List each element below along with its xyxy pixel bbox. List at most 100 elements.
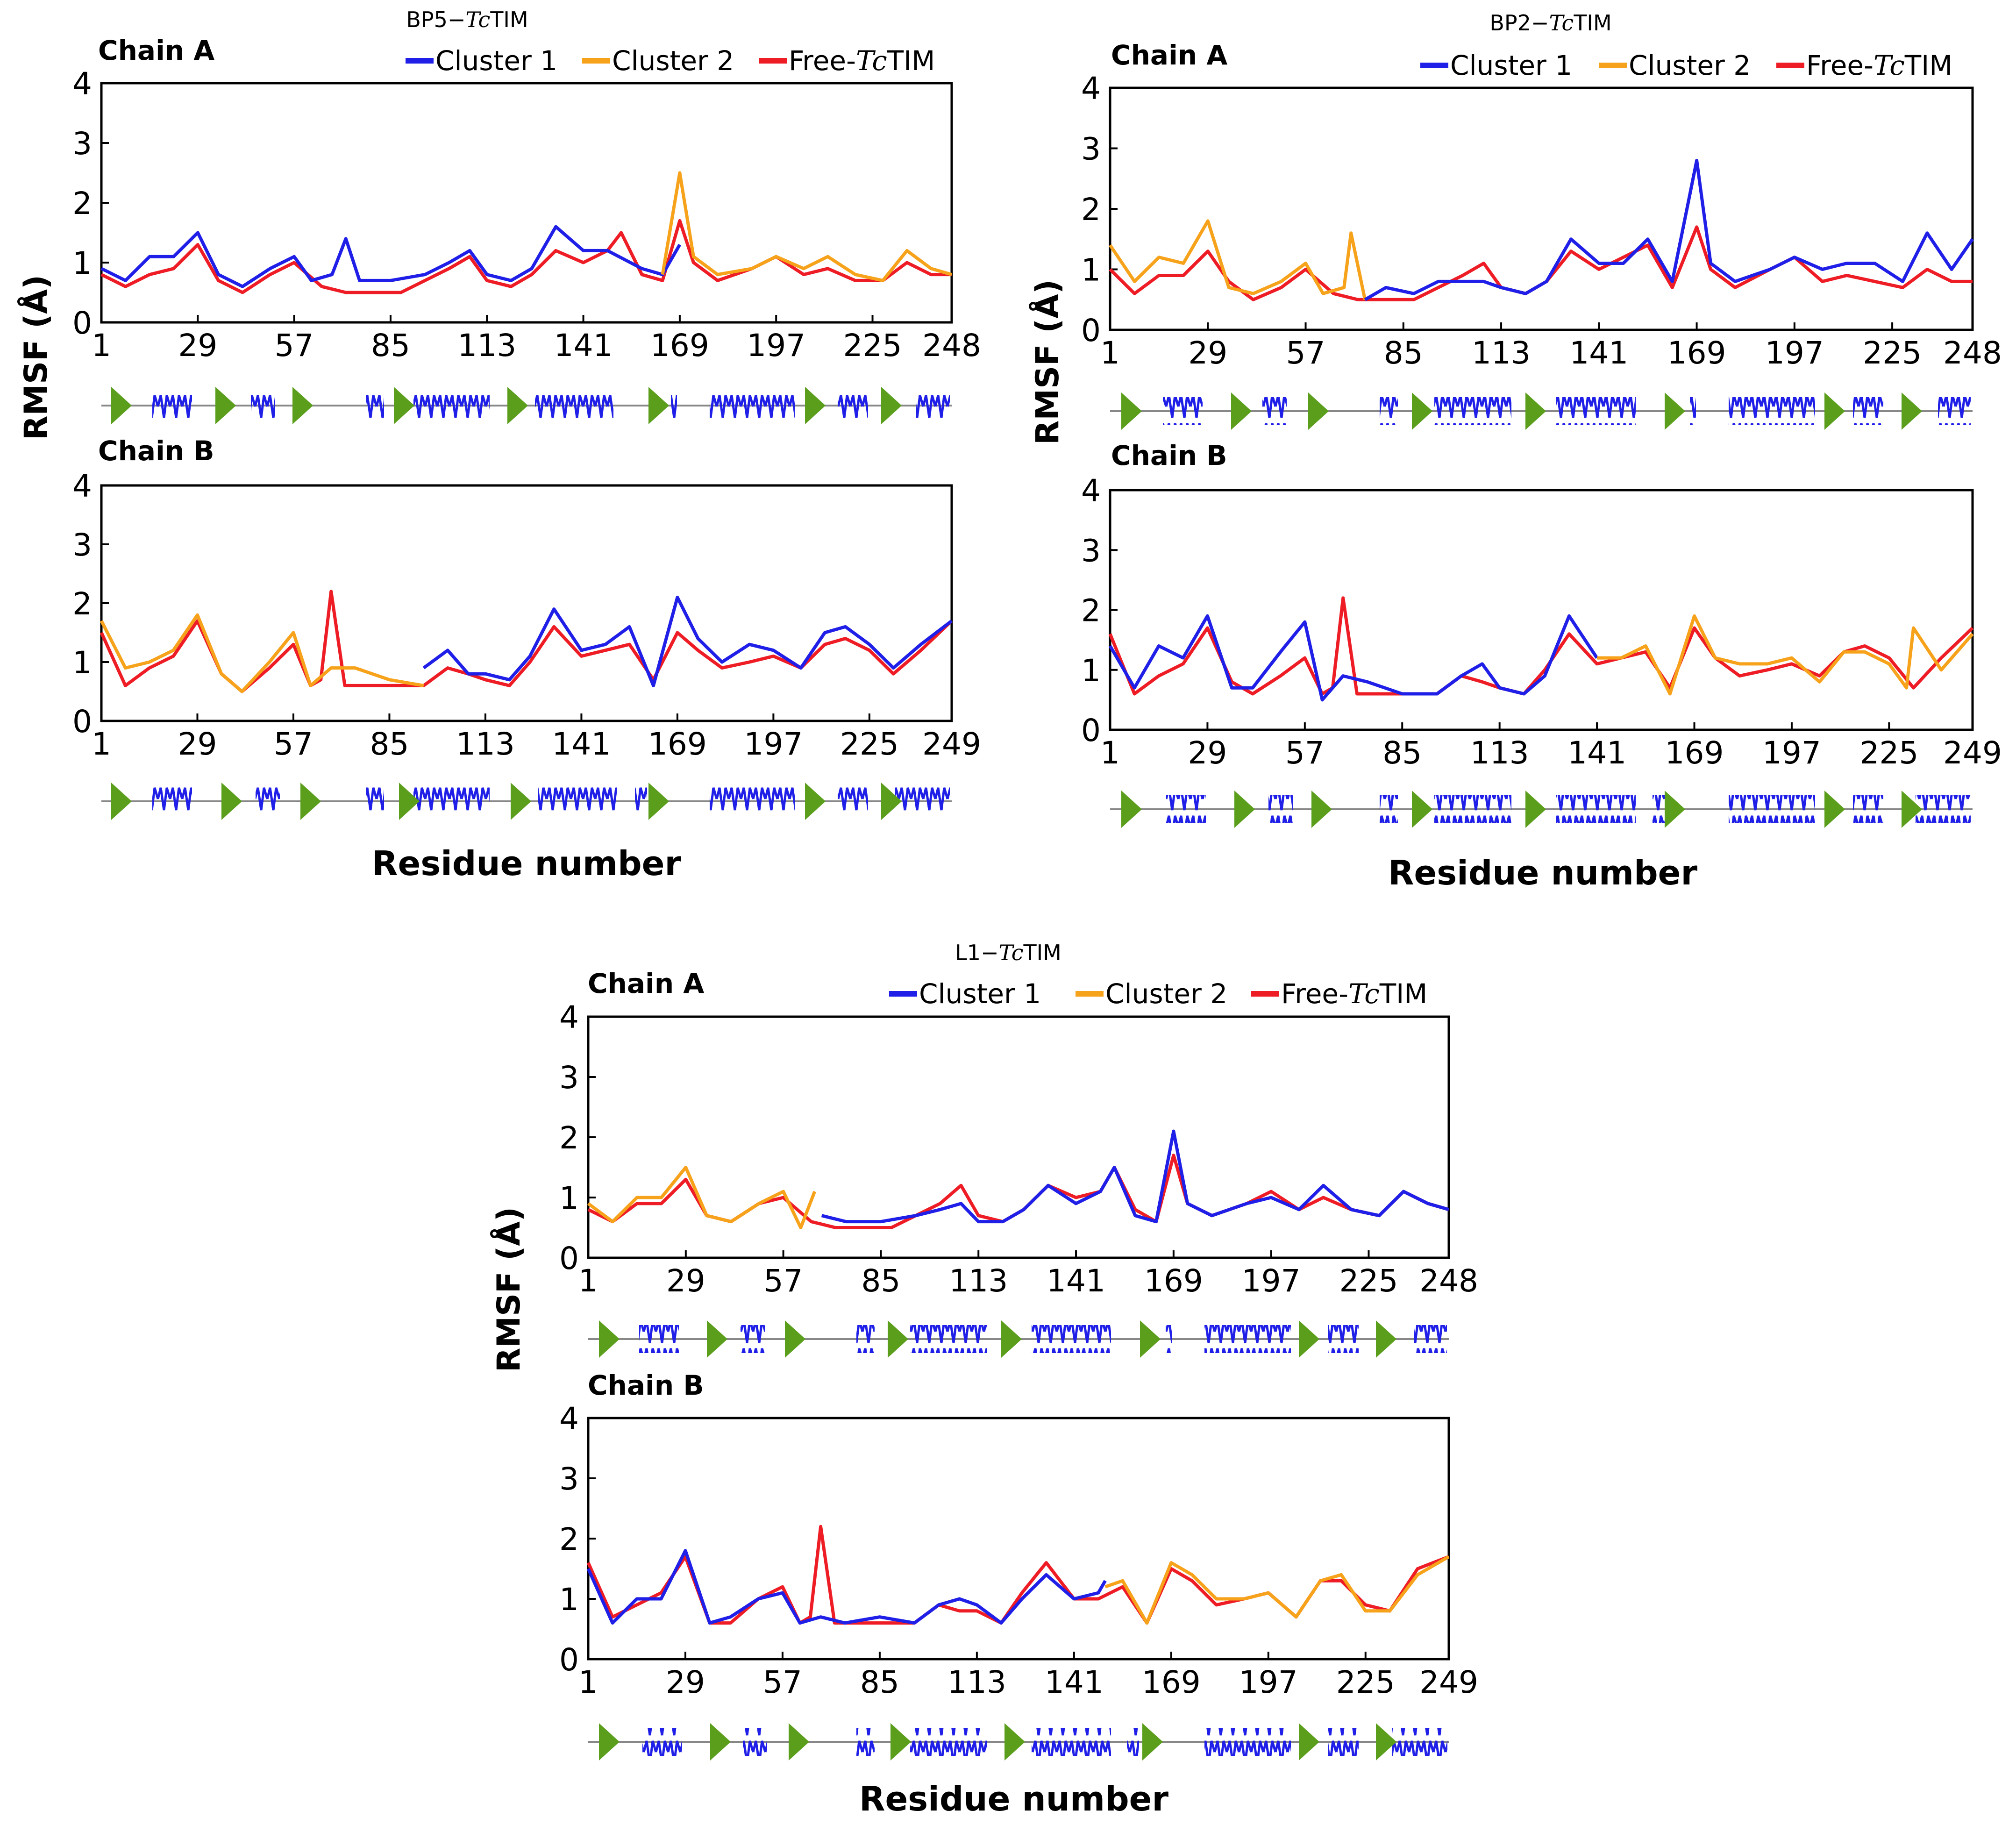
series-line-cluster-2 xyxy=(661,171,952,282)
y-tick-label: 3 xyxy=(1081,131,1101,167)
y-tick-label: 2 xyxy=(1081,593,1101,629)
x-tick-label: 1 xyxy=(578,1664,598,1700)
secondary-structure-b xyxy=(101,783,952,820)
y-tick-label: 2 xyxy=(72,586,92,622)
secondary-structure-b xyxy=(1110,791,1973,828)
x-tick-label: 57 xyxy=(275,328,314,364)
series-line-cluster-1 xyxy=(422,595,953,687)
x-tick-label: 85 xyxy=(860,1664,899,1700)
x-tick-label: 57 xyxy=(1285,735,1325,771)
y-tick-label: 2 xyxy=(72,185,92,221)
figure-bp2: BP2−TcTIM Cluster 1 Cluster 2 Free-TcTIM… xyxy=(1029,10,2002,892)
x-tick-label: 85 xyxy=(371,328,410,364)
y-tick-label: 3 xyxy=(72,527,92,563)
legend-free: Free-TcTIM xyxy=(1281,978,1427,1010)
x-axis-label: Residue number xyxy=(372,844,681,883)
y-tick-label: 1 xyxy=(1081,252,1101,288)
x-tick-label: 225 xyxy=(1339,1263,1398,1299)
x-tick-label: 113 xyxy=(456,726,515,762)
x-tick-label: 57 xyxy=(1286,335,1325,371)
y-tick-label: 4 xyxy=(72,66,92,102)
chain-label: Chain A xyxy=(98,35,214,66)
x-tick-label: 29 xyxy=(178,328,217,364)
y-tick-label: 3 xyxy=(1081,533,1101,569)
y-axis-label: RMSF (Å) xyxy=(17,275,55,440)
y-tick-label: 2 xyxy=(559,1120,579,1156)
x-tick-label: 225 xyxy=(840,726,899,762)
y-tick-label: 4 xyxy=(1081,473,1101,509)
x-tick-label: 57 xyxy=(764,1263,803,1299)
y-tick-label: 0 xyxy=(72,305,92,341)
series-line-cluster-1 xyxy=(1108,614,1599,702)
series-line-cluster-2 xyxy=(587,1166,816,1229)
x-tick-label: 57 xyxy=(274,726,313,762)
legend-cluster-1: Cluster 1 xyxy=(1450,50,1572,81)
series-line-cluster-1 xyxy=(586,1549,1107,1625)
figure-bp5: BP5−TcTIM Cluster 1 Cluster 2 Free-TcTIM… xyxy=(17,7,981,883)
secondary-structure-a xyxy=(588,1320,1449,1358)
y-tick-label: 4 xyxy=(1081,71,1101,107)
series-line-cluster-2 xyxy=(1109,219,1367,300)
legend-cluster-1: Cluster 1 xyxy=(435,45,557,77)
legend-cluster-2: Cluster 2 xyxy=(612,45,734,77)
x-tick-label: 141 xyxy=(554,328,613,364)
x-tick-label: 169 xyxy=(1667,335,1726,371)
y-tick-label: 0 xyxy=(559,1240,579,1276)
x-tick-label: 85 xyxy=(861,1263,900,1299)
y-tick-label: 0 xyxy=(72,704,92,740)
x-tick-label: 197 xyxy=(747,328,805,364)
x-tick-label: 29 xyxy=(1188,335,1227,371)
x-tick-label: 141 xyxy=(552,726,611,762)
x-tick-label: 169 xyxy=(1142,1664,1201,1700)
x-tick-label: 249 xyxy=(1943,735,2002,771)
x-tick-label: 113 xyxy=(1470,735,1529,771)
x-tick-label: 225 xyxy=(1336,1664,1395,1700)
x-tick-label: 197 xyxy=(1239,1664,1298,1700)
x-tick-label: 113 xyxy=(457,328,516,364)
secondary-structure-b xyxy=(588,1723,1449,1761)
x-tick-label: 29 xyxy=(178,726,217,762)
legend-free: Free-TcTIM xyxy=(1806,50,1952,81)
x-tick-label: 57 xyxy=(763,1664,802,1700)
y-tick-label: 0 xyxy=(559,1642,579,1678)
series-line-cluster-1 xyxy=(1364,158,1974,301)
x-tick-label: 29 xyxy=(1188,735,1227,771)
y-tick-label: 0 xyxy=(1081,313,1101,349)
y-tick-label: 3 xyxy=(559,1461,579,1497)
legend: Cluster 1 Cluster 2 Free-TcTIM xyxy=(1420,50,1952,81)
y-tick-label: 1 xyxy=(1081,653,1101,689)
chain-label: Chain A xyxy=(588,968,704,999)
x-tick-label: 85 xyxy=(370,726,409,762)
y-tick-label: 1 xyxy=(559,1582,579,1618)
series-line-free-tctim xyxy=(100,590,953,693)
y-tick-label: 4 xyxy=(559,1401,579,1437)
x-tick-label: 1 xyxy=(578,1263,598,1299)
x-tick-label: 1 xyxy=(92,328,111,364)
figure-title: BP5−TcTIM xyxy=(406,7,528,32)
x-tick-label: 29 xyxy=(666,1664,705,1700)
y-tick-label: 3 xyxy=(72,126,92,162)
x-tick-label: 169 xyxy=(650,328,709,364)
legend: Cluster 1 Cluster 2 Free-TcTIM xyxy=(406,45,935,77)
y-tick-label: 3 xyxy=(559,1060,579,1096)
y-tick-label: 4 xyxy=(72,468,92,504)
x-tick-label: 1 xyxy=(1100,335,1120,371)
y-tick-label: 2 xyxy=(1081,192,1101,228)
x-tick-label: 113 xyxy=(1472,335,1531,371)
y-tick-label: 1 xyxy=(72,245,92,281)
x-tick-label: 1 xyxy=(1100,735,1120,771)
x-tick-label: 197 xyxy=(1242,1263,1301,1299)
x-tick-label: 225 xyxy=(843,328,902,364)
x-tick-label: 249 xyxy=(922,726,981,762)
x-tick-label: 113 xyxy=(947,1664,1006,1700)
y-tick-label: 4 xyxy=(559,999,579,1035)
x-tick-label: 29 xyxy=(666,1263,705,1299)
y-tick-label: 1 xyxy=(72,645,92,681)
x-tick-label: 113 xyxy=(949,1263,1008,1299)
x-tick-label: 85 xyxy=(1382,735,1422,771)
x-tick-label: 141 xyxy=(1047,1263,1105,1299)
